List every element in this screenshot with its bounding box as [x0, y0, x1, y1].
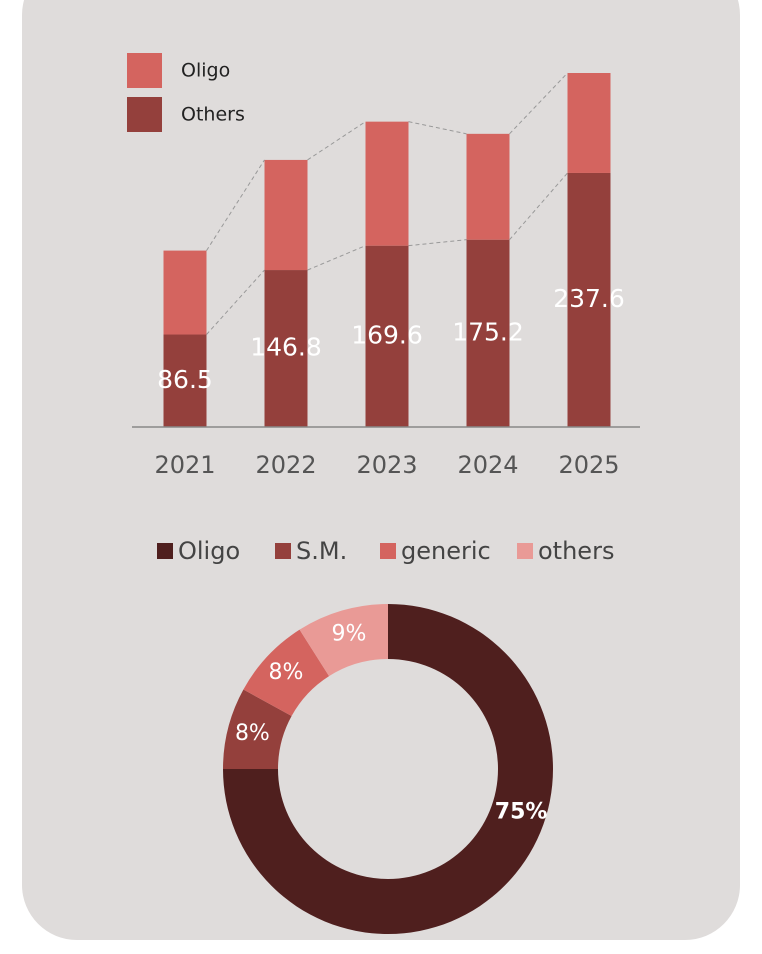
legend-swatch — [127, 53, 162, 88]
bar-segment — [466, 239, 510, 427]
legend-label: S.M. — [296, 537, 347, 565]
donut-slice — [243, 629, 330, 717]
connector — [206, 269, 265, 335]
value-label: 169.6 — [351, 320, 423, 349]
value-label: 175.2 — [452, 317, 524, 346]
x-tick-label: 2021 — [154, 451, 215, 479]
donut-slice — [299, 604, 388, 677]
bar-segment — [163, 334, 207, 427]
legend-label: Oligo — [178, 537, 240, 565]
connector — [408, 239, 467, 247]
x-tick-label: 2024 — [457, 451, 518, 479]
connector — [307, 245, 366, 271]
value-label: 86.5 — [157, 365, 213, 394]
value-label: 146.8 — [250, 333, 322, 362]
legend-swatch — [517, 543, 533, 559]
legend-swatch — [380, 543, 396, 559]
donut-slice — [223, 604, 553, 934]
bar-segment — [163, 250, 207, 335]
x-tick-label: 2023 — [356, 451, 417, 479]
connector — [206, 159, 265, 251]
card — [22, 0, 740, 940]
x-tick-label: 2025 — [558, 451, 619, 479]
slice-label: 75% — [495, 799, 548, 824]
bar-segment — [567, 172, 611, 427]
slice-label: 8% — [268, 660, 303, 685]
legend-label: Others — [181, 104, 245, 126]
slice-label: 8% — [235, 721, 270, 746]
bar-segment — [264, 270, 308, 427]
legend-label: Oligo — [181, 60, 230, 82]
bar-segment — [264, 159, 308, 271]
legend-label: generic — [401, 537, 491, 565]
slice-label: 9% — [331, 622, 366, 647]
bar-segment — [365, 121, 409, 246]
value-label: 237.6 — [553, 284, 625, 313]
bar-segment — [365, 245, 409, 427]
connector — [408, 121, 467, 135]
legend-swatch — [127, 97, 162, 132]
connector — [509, 172, 568, 241]
connector — [509, 72, 568, 135]
legend-swatch — [157, 543, 173, 559]
legend-label: others — [538, 537, 614, 565]
donut-slice — [223, 689, 292, 769]
legend-swatch — [275, 543, 291, 559]
bar-segment — [567, 73, 611, 173]
x-tick-label: 2022 — [255, 451, 316, 479]
connector — [307, 121, 366, 161]
bar-segment — [466, 133, 510, 240]
